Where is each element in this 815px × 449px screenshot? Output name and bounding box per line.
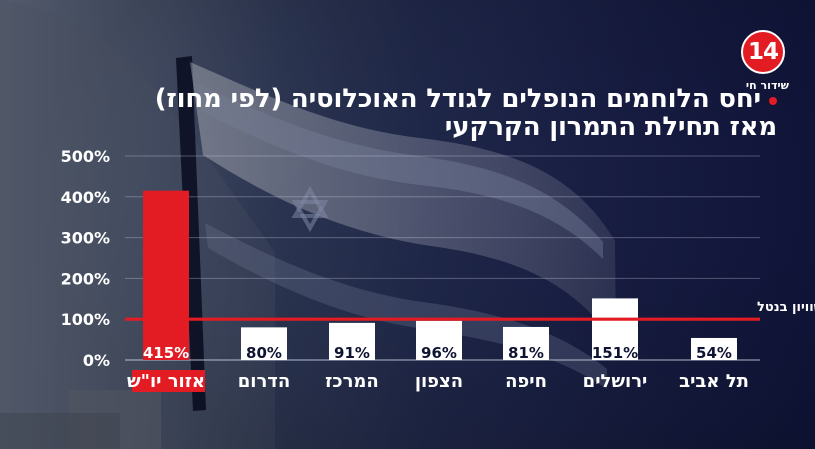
bar-value-label: 81%: [508, 344, 544, 362]
highlight-bar: [143, 190, 189, 360]
district-bar: [241, 327, 287, 360]
reference-line-label: קו השוויון בנטל: [757, 300, 815, 315]
chart-title-line-1: יחס הלוחמים הנופלים לגודל האוכלוסיה (לפי…: [127, 84, 777, 114]
x-category-label: ירושלים: [583, 371, 648, 392]
district-bar: [691, 337, 737, 360]
x-category-label: הצפון: [415, 371, 463, 392]
district-bar: [329, 322, 375, 360]
live-broadcast-label: שידור חי: [745, 79, 789, 92]
x-category-label: המרכז: [325, 371, 379, 392]
bar-value-label: 54%: [696, 344, 732, 362]
y-tick-label: 200%: [61, 269, 110, 288]
chart-title-text-1: יחס הלוחמים הנופלים לגודל האוכלוסיה (לפי…: [154, 84, 761, 114]
title-bullet-dot: [769, 97, 777, 105]
y-tick-label: 0%: [83, 351, 110, 370]
bar-value-label: 91%: [334, 344, 370, 362]
x-category-label: הדרום: [238, 371, 291, 392]
bar-value-label: 151%: [592, 344, 638, 362]
bar-value-label: 96%: [421, 344, 457, 362]
x-category-label: חיפה: [505, 371, 547, 392]
y-tick-label: 100%: [61, 310, 110, 329]
bar-value-label: 80%: [246, 344, 282, 362]
district-bar: [503, 326, 549, 360]
highlighted-category-chip: [132, 370, 205, 392]
bar-value-label: 415%: [143, 344, 189, 362]
chart-title-line-2: מאז תחילת התמרון הקרקעי: [444, 111, 777, 142]
x-category-label: תל אביב: [679, 371, 749, 392]
y-tick-label: 500%: [61, 147, 110, 166]
y-tick-label: 400%: [61, 188, 110, 207]
district-bar: [416, 320, 462, 360]
district-bar: [592, 298, 638, 360]
y-tick-label: 300%: [61, 229, 110, 248]
channel-14-logo: 14: [741, 30, 785, 74]
chart-header: יחס הלוחמים הנופלים לגודל האוכלוסיה (לפי…: [127, 84, 777, 142]
x-category-label: אזור יו"ש: [127, 371, 205, 392]
